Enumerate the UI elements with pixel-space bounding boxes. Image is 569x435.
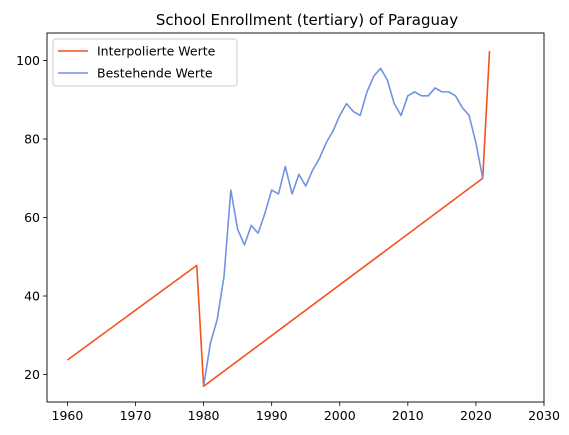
- y-tick-label: 80: [24, 131, 40, 146]
- y-tick-label: 40: [24, 289, 40, 304]
- x-tick-label: 1990: [256, 408, 288, 423]
- chart-title: School Enrollment (tertiary) of Paraguay: [156, 11, 458, 29]
- x-tick-label: 1970: [120, 408, 152, 423]
- legend: Interpolierte Werte Bestehende Werte: [52, 38, 238, 87]
- axes-frame: [46, 32, 545, 403]
- y-axis: 20 40 60 80 100: [16, 53, 47, 382]
- series-line-1: [66, 51, 491, 388]
- legend-label: Bestehende Werte: [97, 66, 213, 81]
- series-line-2: [202, 67, 484, 387]
- x-tick-label: 2010: [392, 408, 424, 423]
- x-tick-label: 2000: [324, 408, 356, 423]
- plot-area: 1960 1970 1980 1990 2000 2010 2020 2030 2040608…: [16, 32, 560, 423]
- y-tick-label: 20: [24, 367, 40, 382]
- x-tick-label: 1960: [52, 408, 84, 423]
- y-tick-label: 60: [24, 210, 40, 225]
- x-tick-label: 2030: [528, 408, 560, 423]
- legend-box: [52, 38, 238, 87]
- legend-label: Interpolierte Werte: [97, 44, 216, 59]
- x-axis: 1960 1970 1980 1990 2000 2010 2020 2030: [52, 402, 560, 423]
- x-tick-label: 2020: [460, 408, 492, 423]
- series-layer: [66, 51, 491, 388]
- y-tick-label: 100: [16, 53, 40, 68]
- x-tick-label: 1980: [188, 408, 220, 423]
